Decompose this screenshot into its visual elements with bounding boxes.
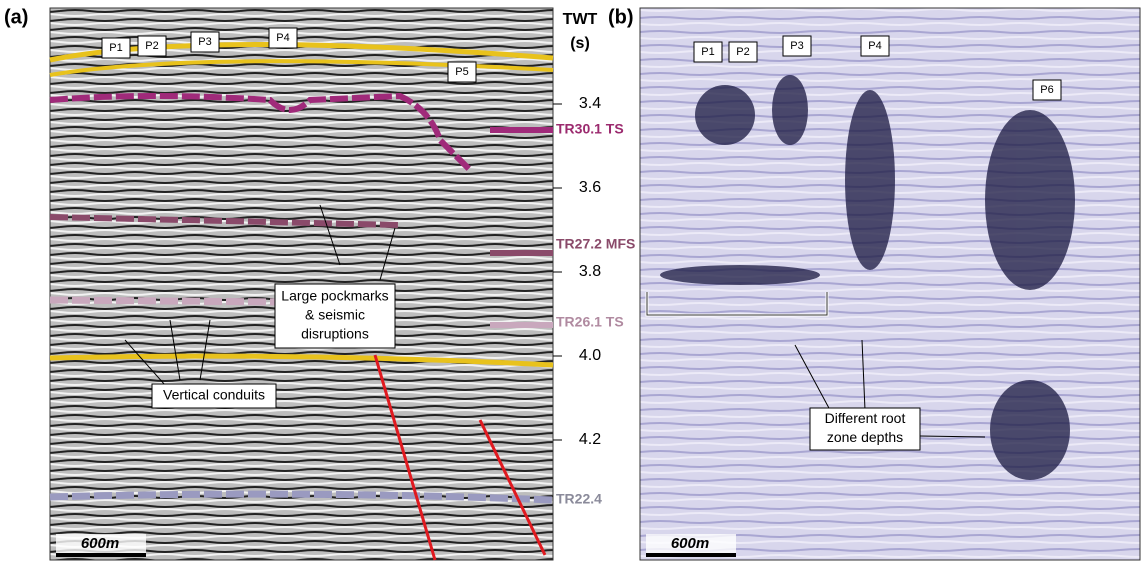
pockmark-label: P1 [109, 42, 122, 54]
annotation-text: disruptions [301, 326, 369, 342]
tick-label: 4.2 [579, 431, 601, 448]
scale-label: 600m [671, 535, 709, 552]
annotation-text: & seismic [305, 307, 365, 323]
pockmark-label: P1 [701, 46, 714, 58]
pockmark-label: P3 [198, 36, 211, 48]
horizon-label: TR26.1 TS [556, 314, 624, 330]
horizon-label: TR22.4 [556, 491, 602, 507]
pockmark-label: P3 [790, 40, 803, 52]
axis-unit: (s) [570, 35, 590, 52]
annotation-text: zone depths [827, 429, 903, 445]
pockmark-label: P6 [1040, 84, 1053, 96]
panel-label: (b) [608, 6, 634, 28]
horizon-label: TR30.1 TS [556, 121, 624, 137]
pockmark-label: P4 [868, 40, 881, 52]
axis-title: TWT [563, 11, 598, 28]
tick-label: 3.6 [579, 179, 601, 196]
annotation-text: Large pockmarks [281, 288, 388, 304]
annotation-text: Vertical conduits [163, 387, 265, 403]
pockmark-label: P2 [145, 40, 158, 52]
pockmark-label: P4 [276, 32, 289, 44]
panel-label: (a) [4, 6, 28, 28]
scale-label: 600m [81, 535, 119, 552]
tick-label: 4.0 [579, 347, 601, 364]
horizon-label: TR27.2 MFS [556, 236, 635, 252]
pockmark-label: P5 [455, 66, 468, 78]
pockmark-label: P2 [736, 46, 749, 58]
annotation-text: Different root [825, 410, 906, 426]
figure: (a) P1 P2 P3 P4 P5 Large pockmarks & seismic dis… [0, 0, 1145, 570]
tick-label: 3.8 [579, 263, 601, 280]
tick-label: 3.4 [579, 95, 601, 112]
